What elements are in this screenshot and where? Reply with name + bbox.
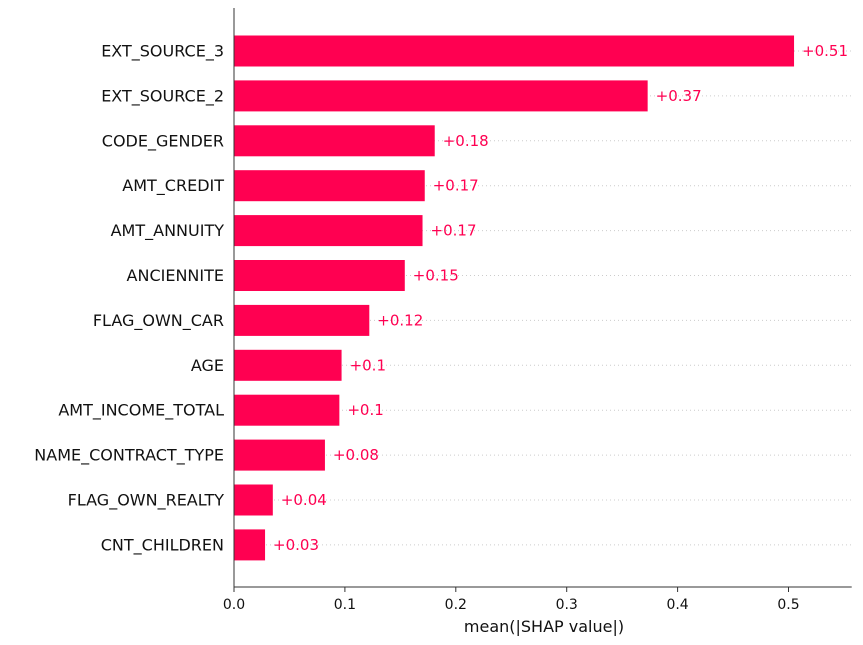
category-label: CODE_GENDER bbox=[102, 131, 224, 151]
value-label: +0.04 bbox=[281, 491, 327, 509]
x-axis-title: mean(|SHAP value|) bbox=[464, 617, 624, 636]
x-tick-label: 0.0 bbox=[223, 597, 245, 613]
value-label: +0.17 bbox=[433, 177, 479, 195]
bar bbox=[234, 394, 340, 426]
category-labels: EXT_SOURCE_3 EXT_SOURCE_2 CODE_GENDER AMT_C… bbox=[34, 42, 224, 556]
value-label: +0.1 bbox=[347, 401, 383, 419]
x-tick-label: 0.2 bbox=[445, 597, 467, 613]
category-label: EXT_SOURCE_2 bbox=[101, 86, 224, 106]
value-label: +0.1 bbox=[350, 356, 386, 374]
category-label: AGE bbox=[191, 356, 224, 375]
category-label: CNT_CHILDREN bbox=[101, 535, 224, 555]
value-label: +0.51 bbox=[802, 42, 848, 60]
bar bbox=[234, 215, 423, 247]
value-label: +0.18 bbox=[443, 132, 489, 150]
bar bbox=[234, 260, 405, 291]
x-tick-label: 0.3 bbox=[556, 597, 578, 613]
bar bbox=[234, 170, 425, 202]
axes: 0.0 0.1 0.2 0.3 0.4 0.5 bbox=[223, 8, 852, 613]
x-tick-label: 0.5 bbox=[777, 597, 799, 613]
value-label: +0.17 bbox=[431, 222, 477, 240]
category-label: FLAG_OWN_CAR bbox=[93, 311, 224, 331]
x-tick-label: 0.1 bbox=[334, 597, 356, 613]
bar bbox=[234, 439, 325, 471]
bar bbox=[234, 80, 648, 112]
value-label: +0.37 bbox=[656, 87, 702, 105]
category-label: AMT_ANNUITY bbox=[111, 221, 225, 241]
value-label: +0.03 bbox=[273, 536, 319, 554]
bar bbox=[234, 125, 435, 157]
bar bbox=[234, 484, 273, 516]
category-label: AMT_INCOME_TOTAL bbox=[58, 401, 224, 421]
category-label: EXT_SOURCE_3 bbox=[101, 42, 224, 62]
value-labels: +0.51 +0.37 +0.18 +0.17 +0.17 +0.15 +0.12 +0.1 +… bbox=[273, 42, 848, 554]
grid-lines bbox=[234, 50, 852, 546]
bar bbox=[234, 304, 370, 336]
bar bbox=[234, 349, 342, 381]
value-label: +0.08 bbox=[333, 446, 379, 464]
category-label: FLAG_OWN_REALTY bbox=[68, 491, 225, 511]
category-label: AMT_CREDIT bbox=[122, 176, 224, 196]
bars bbox=[234, 35, 795, 561]
value-label: +0.15 bbox=[413, 267, 459, 285]
bar bbox=[234, 529, 266, 561]
category-label: NAME_CONTRACT_TYPE bbox=[34, 446, 224, 466]
bar bbox=[234, 35, 795, 67]
x-tick-label: 0.4 bbox=[666, 597, 688, 613]
category-label: ANCIENNITE bbox=[127, 266, 224, 285]
value-label: +0.12 bbox=[377, 311, 423, 329]
